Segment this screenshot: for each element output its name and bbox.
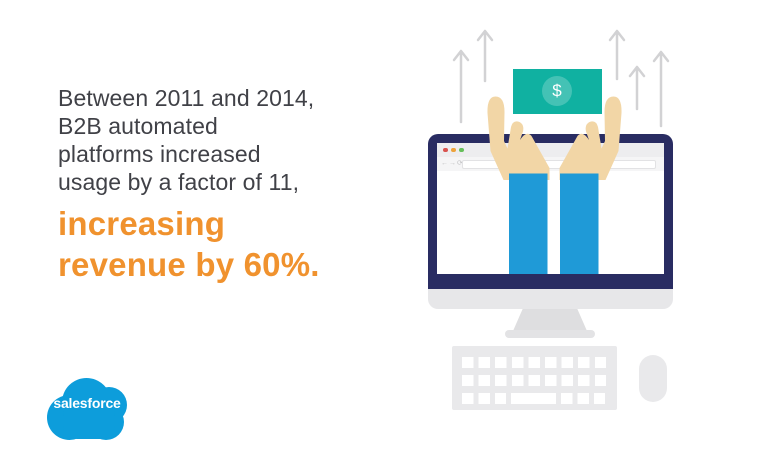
keyboard-keys-row (462, 357, 606, 368)
stat-highlight-line-1: increasing (58, 205, 226, 242)
refresh-icon: ⟳ (457, 160, 464, 167)
up-arrow-icon (628, 65, 646, 111)
forward-icon: → (449, 160, 457, 167)
stat-text-block: Between 2011 and 2014, B2B automated pla… (58, 84, 388, 285)
up-arrow-icon (608, 29, 626, 81)
left-sleeve (509, 173, 548, 274)
money-bill: $ (513, 69, 602, 114)
salesforce-wordmark: salesforce (53, 395, 121, 411)
monitor-chin (428, 289, 673, 309)
cloud-lobe (63, 402, 115, 439)
monitor-base (505, 330, 595, 338)
dollar-coin: $ (542, 76, 572, 106)
keyboard-illustration (452, 346, 617, 410)
keyboard-keys-row (462, 393, 506, 404)
stat-line-1: Between 2011 and 2014, (58, 85, 315, 111)
dollar-symbol: $ (552, 81, 562, 100)
traffic-light-red-icon (443, 147, 448, 153)
up-arrow-icon (652, 50, 670, 128)
browser-nav-icons: ←→⟳ (441, 160, 464, 168)
url-bar (462, 160, 656, 169)
mouse-illustration (639, 355, 667, 402)
growth-arrows-icon (452, 29, 670, 128)
up-arrow-icon (476, 29, 494, 83)
stat-line-3: platforms increased (58, 141, 261, 167)
spacebar-key (511, 393, 556, 404)
stat-line-4: usage by a factor of 11, (58, 169, 300, 195)
keyboard-keys-row (561, 393, 605, 404)
traffic-light-yellow-icon (451, 147, 456, 153)
stat-highlight-line-2: revenue by 60%. (58, 246, 320, 283)
hands-holding-money (487, 96, 622, 274)
stat-highlight-block: increasing revenue by 60%. (58, 203, 388, 285)
stat-line-2: B2B automated (58, 113, 218, 139)
right-sleeve (560, 173, 599, 274)
stat-lines: Between 2011 and 2014, B2B automated pla… (58, 84, 388, 196)
traffic-light-green-icon (459, 147, 464, 153)
left-hand (487, 96, 550, 180)
monitor-stand (513, 309, 587, 331)
right-hand (559, 96, 622, 180)
up-arrow-icon (452, 49, 470, 124)
salesforce-logo: salesforce (47, 378, 127, 442)
keyboard-keys-row (462, 375, 606, 386)
back-icon: ← (441, 160, 449, 167)
